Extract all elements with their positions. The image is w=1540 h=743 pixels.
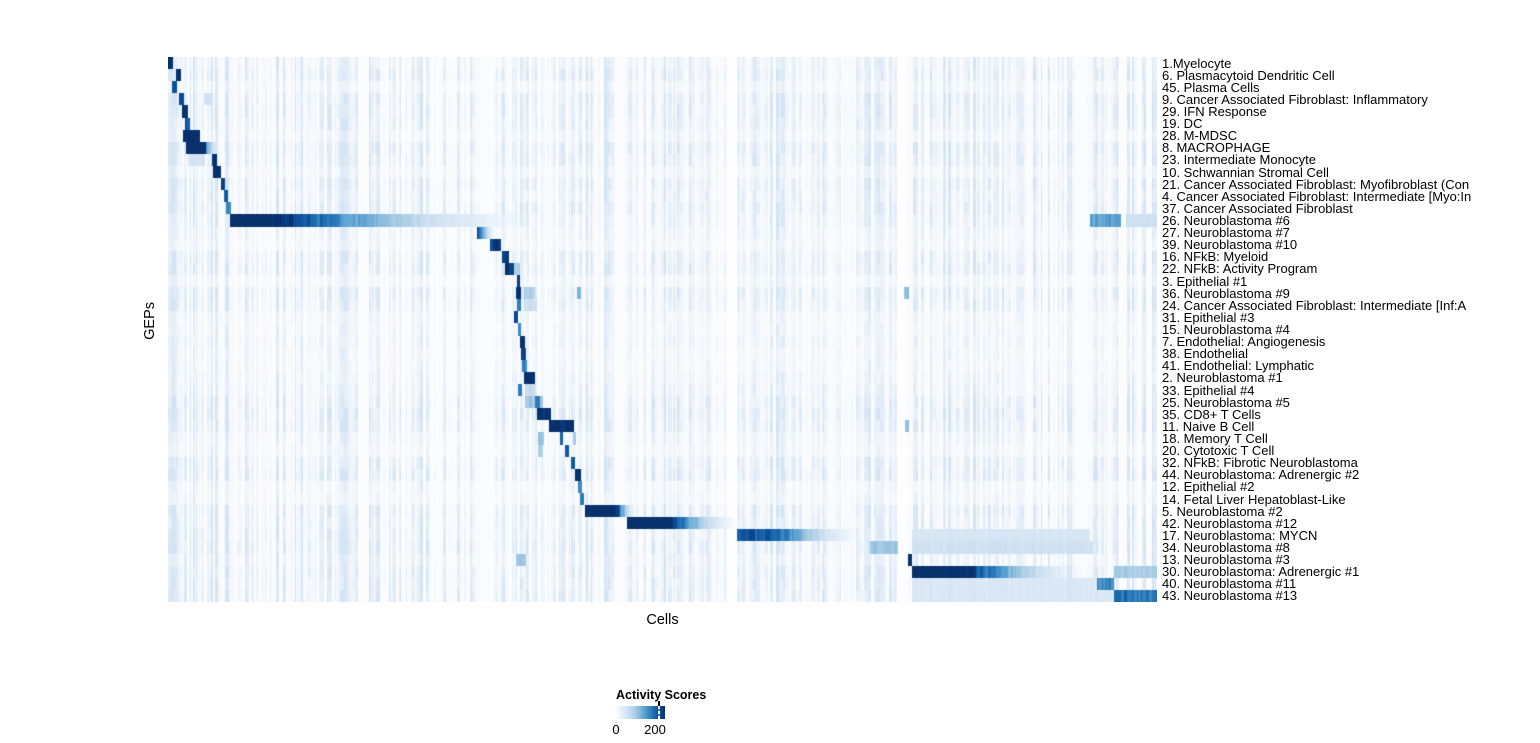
row-label: 25. Neuroblastoma #5 <box>1162 394 1290 410</box>
row-label: 37. Cancer Associated Fibroblast <box>1162 200 1353 216</box>
row-label: 40. Neuroblastoma #11 <box>1162 576 1297 592</box>
row-label: 4. Cancer Associated Fibroblast: Interme… <box>1162 188 1472 204</box>
row-label: 9. Cancer Associated Fibroblast: Inflamm… <box>1162 91 1428 107</box>
row-label: 16. NFkB: Myeloid <box>1162 249 1269 265</box>
row-label: 14. Fetal Liver Hepatoblast-Like <box>1162 491 1346 507</box>
row-label: 8. MACROPHAGE <box>1162 140 1271 156</box>
legend: Activity Scores 0 200 <box>610 686 740 738</box>
row-label: 38. Endothelial <box>1162 346 1249 362</box>
row-label: 26. Neuroblastoma #6 <box>1162 212 1290 228</box>
row-label: 15. Neuroblastoma #4 <box>1162 321 1290 337</box>
row-label: 32. NFkB: Fibrotic Neuroblastoma <box>1162 455 1358 471</box>
row-label: 41. Endothelial: Lymphatic <box>1162 358 1315 374</box>
row-label: 1.Myelocyte <box>1162 55 1232 71</box>
y-axis-label: GEPs <box>142 302 158 340</box>
row-label: 42. Neuroblastoma #12 <box>1162 515 1298 531</box>
legend-tick-line <box>658 706 660 719</box>
row-label: 33. Epithelial #4 <box>1162 382 1255 398</box>
row-label: 43. Neuroblastoma #13 <box>1162 588 1298 604</box>
row-label: 21. Cancer Associated Fibroblast: Myofib… <box>1162 176 1470 192</box>
row-label: 27. Neuroblastoma #7 <box>1162 225 1290 241</box>
row-label: 13. Neuroblastoma #3 <box>1162 552 1290 568</box>
row-label: 45. Plasma Cells <box>1162 79 1260 95</box>
row-label: 19. DC <box>1162 116 1203 132</box>
row-label: 28. M-MDSC <box>1162 128 1238 144</box>
legend-tick-mark <box>658 701 660 706</box>
row-label: 3. Epithelial #1 <box>1162 273 1248 289</box>
row-label: 31. Epithelial #3 <box>1162 309 1255 325</box>
row-label: 23. Intermediate Monocyte <box>1162 152 1316 168</box>
row-label: 39. Neuroblastoma #10 <box>1162 237 1298 253</box>
legend-tick-label: 200 <box>644 722 666 737</box>
legend-title: Activity Scores <box>616 688 707 702</box>
legend-min-label: 0 <box>612 722 620 737</box>
row-label: 22. NFkB: Activity Program <box>1162 261 1318 277</box>
row-label: 20. Cytotoxic T Cell <box>1162 443 1275 459</box>
row-label: 24. Cancer Associated Fibroblast: Interm… <box>1162 297 1467 313</box>
row-label: 10. Schwannian Stromal Cell <box>1162 164 1329 180</box>
row-labels: 1.Myelocyte 6. Plasmacytoid Dendritic Cel… <box>1162 55 1540 604</box>
row-label: 35. CD8+ T Cells <box>1162 406 1261 422</box>
row-label: 12. Epithelial #2 <box>1162 479 1255 495</box>
x-axis-label: Cells <box>646 612 679 628</box>
row-label: 18. Memory T Cell <box>1162 430 1268 446</box>
row-label: 29. IFN Response <box>1162 103 1267 119</box>
row-label: 6. Plasmacytoid Dendritic Cell <box>1162 67 1335 83</box>
row-label: 2. Neuroblastoma #1 <box>1162 370 1283 386</box>
row-label: 17. Neuroblastoma: MYCN <box>1162 527 1318 543</box>
row-label: 7. Endothelial: Angiogenesis <box>1162 334 1326 350</box>
heatmap-canvas <box>168 57 1157 602</box>
row-label: 34. Neuroblastoma #8 <box>1162 539 1290 555</box>
row-label: 30. Neuroblastoma: Adrenergic #1 <box>1162 564 1360 580</box>
row-label: 36. Neuroblastoma #9 <box>1162 285 1290 301</box>
legend-colorbar <box>616 706 665 719</box>
row-label: 5. Neuroblastoma #2 <box>1162 503 1283 519</box>
row-label: 11. Naive B Cell <box>1162 418 1255 434</box>
row-label: 44. Neuroblastoma: Adrenergic #2 <box>1162 467 1360 483</box>
